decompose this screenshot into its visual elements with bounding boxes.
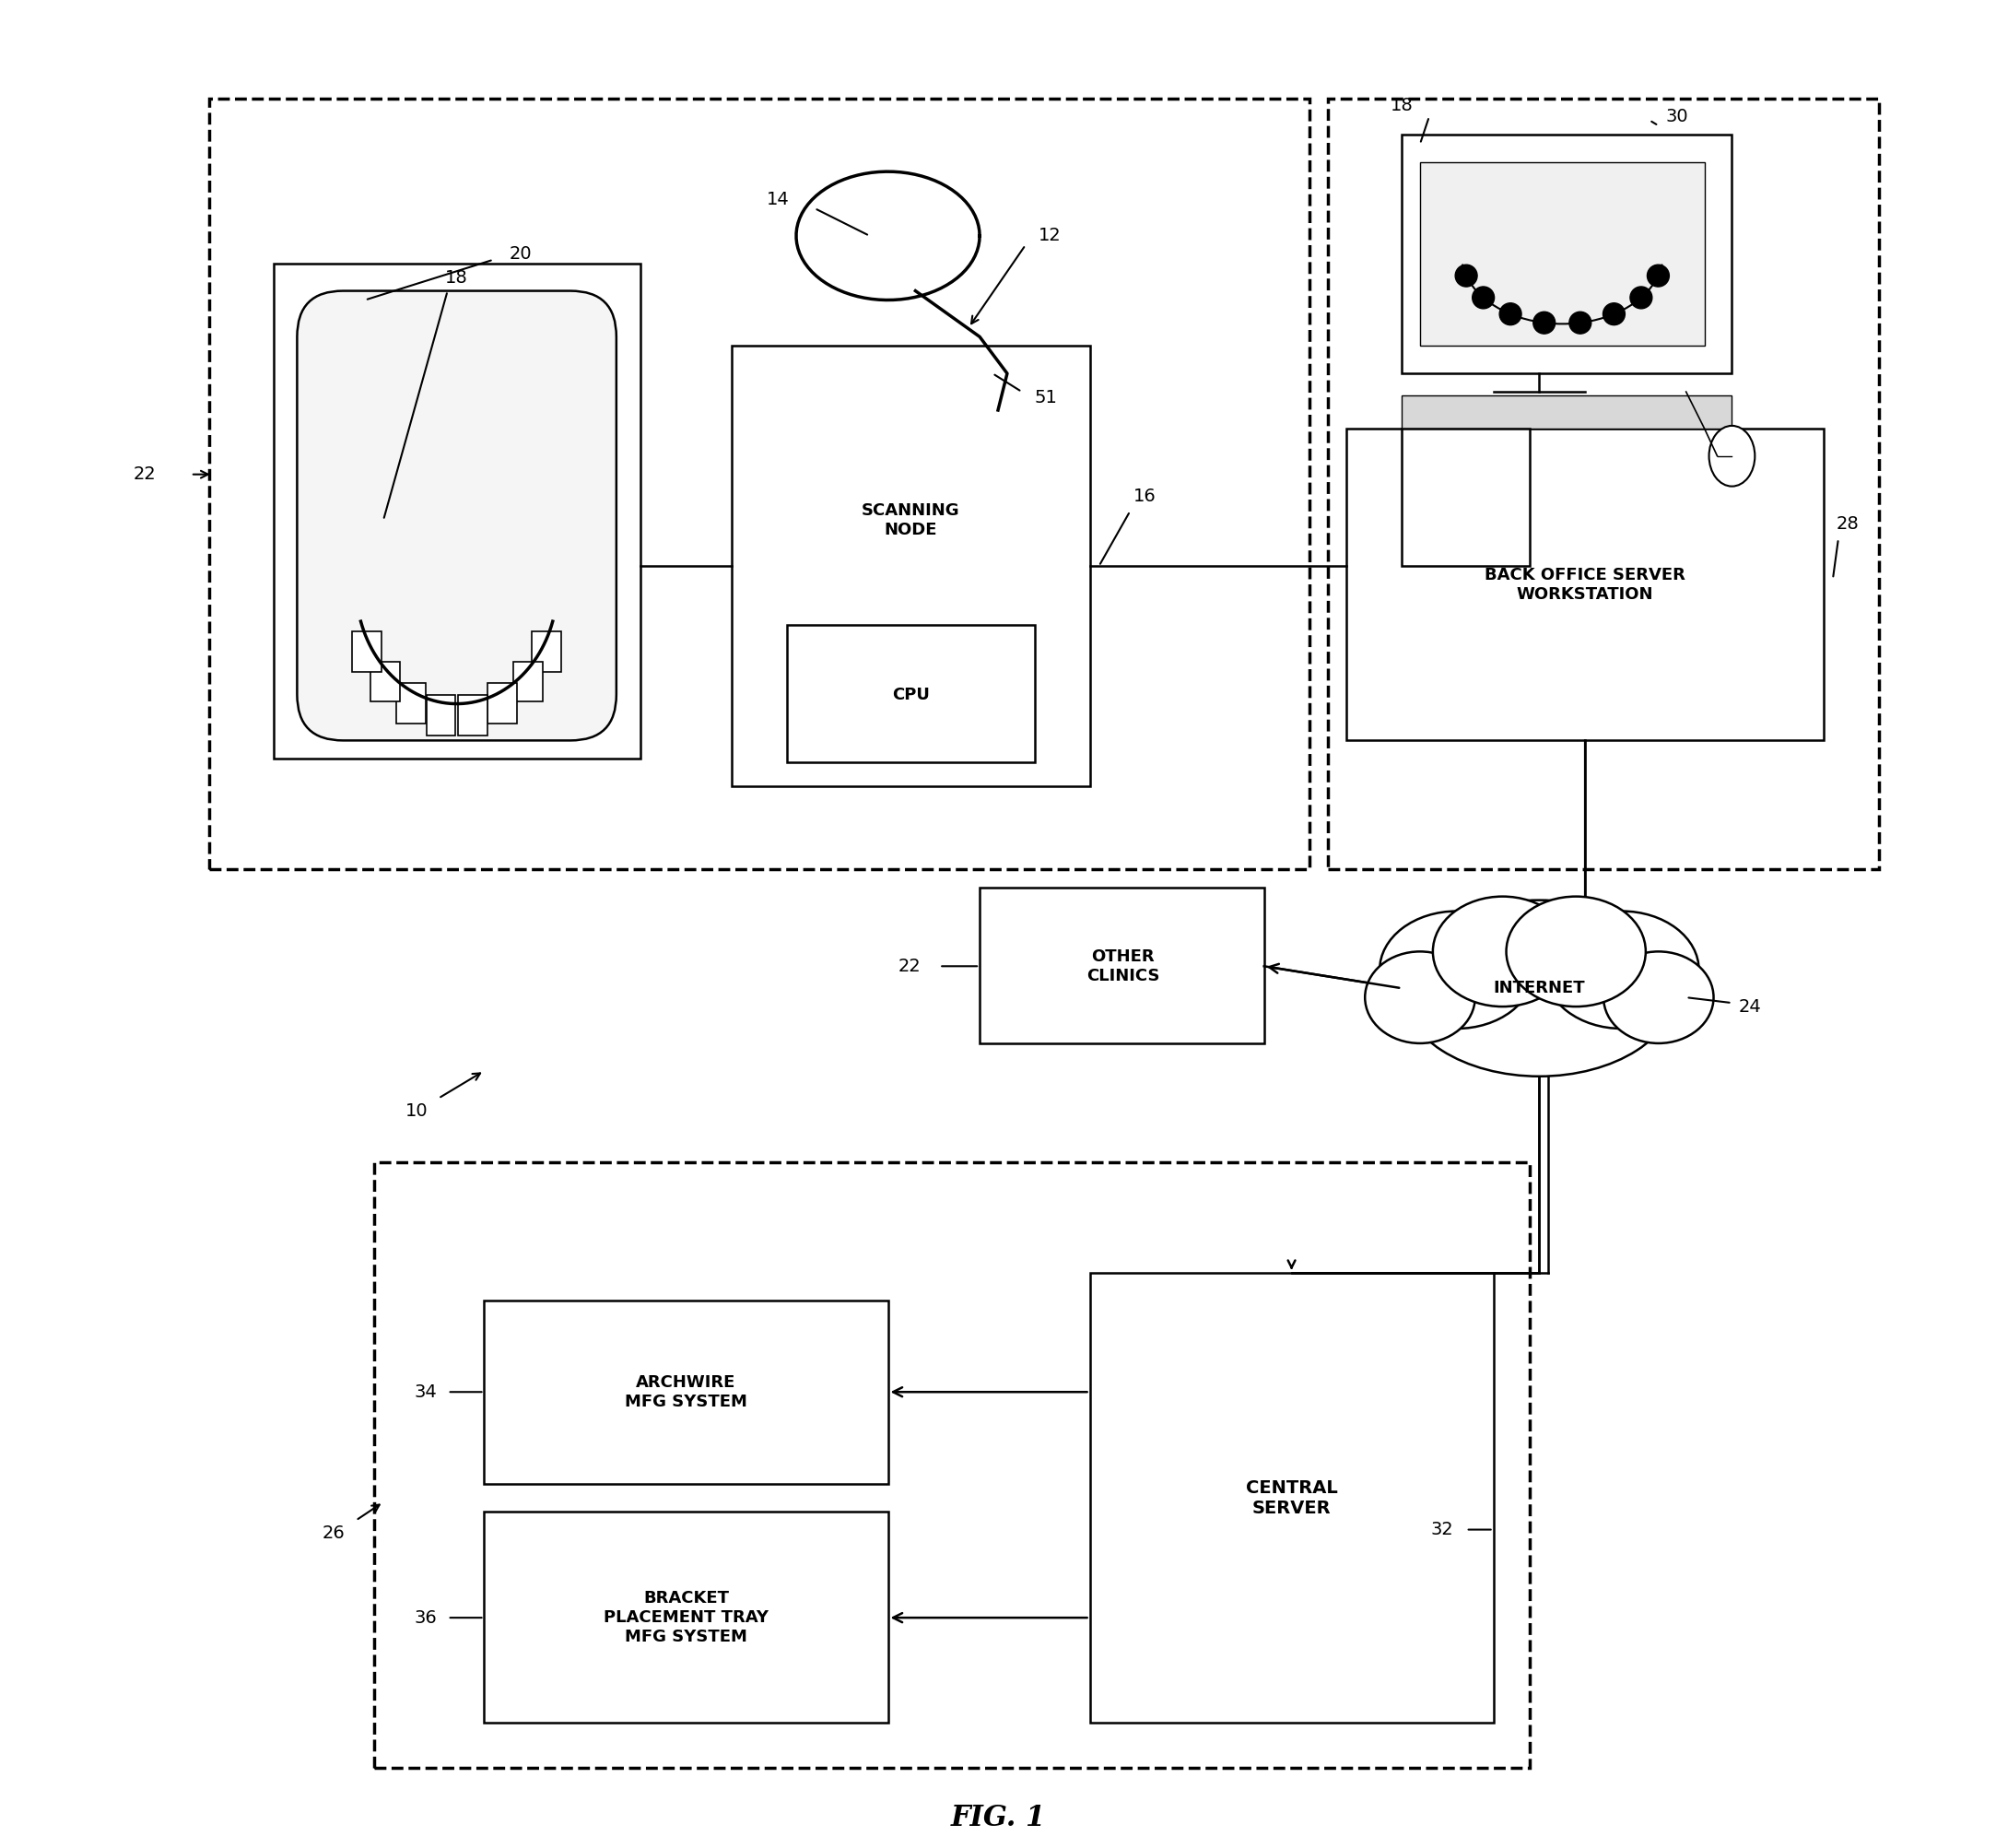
Text: CENTRAL
SERVER: CENTRAL SERVER <box>1246 1480 1337 1517</box>
Text: ARCHWIRE
MFG SYSTEM: ARCHWIRE MFG SYSTEM <box>625 1375 747 1410</box>
FancyBboxPatch shape <box>487 684 517 724</box>
FancyBboxPatch shape <box>485 1301 888 1484</box>
Ellipse shape <box>1401 900 1677 1076</box>
Text: 30: 30 <box>1665 107 1689 126</box>
Text: 26: 26 <box>323 1525 345 1541</box>
Text: 36: 36 <box>413 1610 437 1626</box>
Text: 20: 20 <box>509 246 533 262</box>
Text: 18: 18 <box>1391 96 1413 115</box>
FancyBboxPatch shape <box>427 695 455 736</box>
Ellipse shape <box>1709 425 1754 486</box>
Circle shape <box>1569 312 1591 334</box>
Circle shape <box>1603 303 1625 325</box>
Circle shape <box>1533 312 1555 334</box>
Circle shape <box>1631 286 1653 309</box>
FancyBboxPatch shape <box>457 695 487 736</box>
FancyBboxPatch shape <box>1401 429 1531 565</box>
FancyBboxPatch shape <box>1419 163 1705 346</box>
Text: 32: 32 <box>1431 1521 1453 1538</box>
Ellipse shape <box>1507 896 1645 1007</box>
Circle shape <box>1473 286 1495 309</box>
Text: 12: 12 <box>1038 227 1060 244</box>
Ellipse shape <box>1433 896 1573 1007</box>
Text: 22: 22 <box>134 466 156 482</box>
Text: 22: 22 <box>898 957 922 976</box>
Text: 34: 34 <box>413 1382 437 1401</box>
Text: 10: 10 <box>405 1103 427 1120</box>
FancyBboxPatch shape <box>351 632 381 671</box>
FancyBboxPatch shape <box>733 346 1090 787</box>
FancyBboxPatch shape <box>533 632 561 671</box>
Text: 16: 16 <box>1134 488 1156 505</box>
FancyBboxPatch shape <box>1347 429 1824 741</box>
Text: INTERNET: INTERNET <box>1493 979 1585 996</box>
Text: OTHER
CLINICS: OTHER CLINICS <box>1086 948 1160 985</box>
Ellipse shape <box>1545 911 1699 1029</box>
Text: 51: 51 <box>1034 388 1058 407</box>
FancyBboxPatch shape <box>297 290 617 741</box>
Circle shape <box>1647 264 1669 286</box>
FancyBboxPatch shape <box>513 662 543 702</box>
FancyBboxPatch shape <box>1401 135 1733 373</box>
Circle shape <box>1455 264 1477 286</box>
FancyBboxPatch shape <box>273 262 641 760</box>
FancyBboxPatch shape <box>786 625 1034 763</box>
FancyBboxPatch shape <box>1090 1273 1493 1722</box>
Text: CPU: CPU <box>892 686 930 702</box>
Ellipse shape <box>1379 911 1533 1029</box>
Text: 18: 18 <box>445 270 469 286</box>
Text: BACK OFFICE SERVER
WORKSTATION: BACK OFFICE SERVER WORKSTATION <box>1485 567 1685 602</box>
Ellipse shape <box>1603 952 1715 1044</box>
Text: FIG. 1: FIG. 1 <box>950 1804 1046 1833</box>
Circle shape <box>1499 303 1521 325</box>
FancyBboxPatch shape <box>485 1512 888 1722</box>
FancyBboxPatch shape <box>980 887 1263 1044</box>
Text: 24: 24 <box>1739 998 1762 1015</box>
FancyBboxPatch shape <box>371 662 399 702</box>
Text: 14: 14 <box>766 190 788 207</box>
Text: BRACKET
PLACEMENT TRAY
MFG SYSTEM: BRACKET PLACEMENT TRAY MFG SYSTEM <box>603 1591 768 1645</box>
Ellipse shape <box>1365 952 1475 1044</box>
FancyBboxPatch shape <box>1401 395 1733 429</box>
Text: 28: 28 <box>1836 516 1858 532</box>
FancyBboxPatch shape <box>397 684 425 724</box>
Text: SCANNING
NODE: SCANNING NODE <box>862 503 960 538</box>
